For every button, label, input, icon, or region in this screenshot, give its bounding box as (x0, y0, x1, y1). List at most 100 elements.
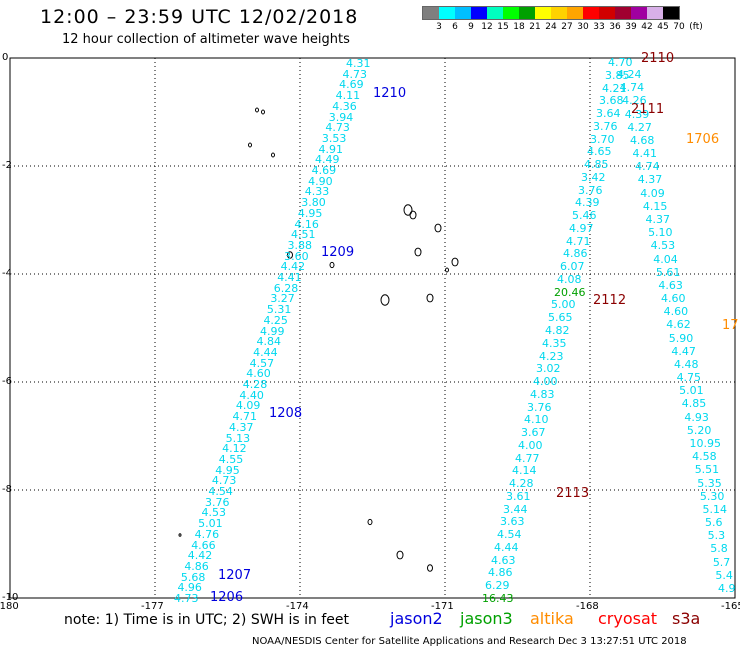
wave-height-value: 4.60 (246, 367, 271, 381)
scale-tick-label: 30 (577, 22, 589, 32)
wave-height-value: 4.37 (645, 212, 670, 226)
island-outline (178, 533, 182, 537)
scale-tick-label: 39 (625, 22, 637, 32)
color-scale-labels: 3 6 9 12 15 18 21 24 27 30 33 36 39 42 45 70 (ft) (422, 20, 703, 32)
island-outline (367, 518, 373, 526)
wave-height-value: 4.00 (518, 438, 543, 452)
pass-time-label: 2113 (556, 486, 590, 501)
wave-height-value: 4.86 (184, 559, 209, 573)
legend-jason2: jason2 (390, 609, 443, 628)
scale-color-box (455, 7, 471, 19)
lat-tick-label: -2 (2, 160, 12, 171)
island-outline (261, 109, 265, 115)
wave-height-value: 4.25 (263, 313, 288, 327)
wave-height-value: 5.51 (694, 463, 720, 477)
pass-time-label: 1209 (321, 245, 355, 260)
wave-height-value: 4.16 (294, 217, 319, 231)
scale-color-box (471, 7, 487, 19)
wave-height-value: 5.8 (710, 542, 728, 556)
wave-height-value: 3.76 (204, 495, 230, 509)
scale-color-box (535, 7, 551, 19)
scale-color-box (631, 7, 647, 19)
lon-tick-label: -180 (0, 601, 19, 612)
wave-height-value: 4.71 (566, 234, 591, 248)
wave-height-value: 5.7 (712, 555, 731, 569)
legend-s3a: s3a (672, 609, 701, 628)
lon-tick-label: -174 (286, 601, 309, 612)
wave-height-value: 3.80 (301, 196, 326, 210)
wave-height-value: 6.29 (485, 579, 510, 593)
wave-height-value: 16.43 (482, 592, 514, 605)
lat-tick-label: -10 (2, 592, 19, 603)
wave-height-value: 4.73 (211, 474, 237, 488)
scale-tick-label: 42 (641, 22, 653, 32)
island-outline (451, 257, 459, 267)
pass-time-label: 2110 (641, 51, 675, 66)
scale-tick-label: 21 (529, 22, 541, 32)
lon-tick-label: -168 (576, 601, 599, 612)
scale-tick-label: 18 (513, 22, 525, 32)
pass-time-label: 17 (722, 318, 739, 333)
wave-height-value: 5.30 (699, 489, 725, 503)
scale-color-box (519, 7, 535, 19)
island-outline (287, 251, 293, 259)
footer-note: note: 1) Time is in UTC; 2) SWH is in fe… (64, 612, 350, 628)
lon-tick-label: -171 (431, 601, 454, 612)
island-outline (445, 267, 449, 273)
wave-height-value: 5.14 (702, 502, 727, 516)
scale-color-box (663, 7, 679, 19)
wave-height-value: 4.55 (218, 452, 244, 466)
pass-time-label: 2112 (593, 293, 627, 308)
island-outline (329, 261, 335, 269)
island-outline (396, 550, 404, 560)
wave-height-value: 4.74 (619, 81, 645, 95)
wave-height-value: 4.36 (332, 99, 357, 113)
lon-tick-label: -165 (721, 601, 740, 612)
wave-height-value: 5.10 (648, 226, 673, 240)
wave-height-value: 4.00 (533, 375, 558, 389)
wave-height-value: 4.69 (339, 78, 364, 92)
wave-height-value: 4.54 (497, 528, 522, 542)
wave-height-value: 4.74 (635, 160, 660, 174)
lat-tick-label: -6 (2, 376, 12, 387)
wave-height-value: 20.46 (554, 285, 586, 299)
wave-height-value: 4.41 (277, 271, 302, 284)
wave-height-value: 4.65 (587, 145, 612, 159)
wave-height-value: 5.3 (707, 529, 726, 543)
scale-color-box (503, 7, 519, 19)
wave-height-value: 4.63 (658, 278, 683, 292)
wave-height-value: 4.15 (642, 199, 668, 213)
pass-time-label: 1706 (686, 132, 720, 147)
wave-height-value: 3.68 (599, 94, 624, 108)
lon-tick-label: -177 (141, 601, 164, 612)
wave-height-value: 4.99 (260, 324, 285, 338)
wave-height-value: 5.31 (266, 303, 292, 317)
wave-height-value: 3.63 (500, 515, 525, 529)
pass-time-label: 1208 (269, 406, 303, 421)
scale-color-box (567, 7, 583, 19)
wave-height-value: 3.85 (605, 68, 630, 82)
wave-height-value: 4.04 (653, 252, 678, 266)
gridlines (10, 58, 735, 598)
island-outline (409, 210, 417, 220)
wave-height-value: 4.12 (222, 442, 247, 456)
footer-credit: NOAA/NESDIS Center for Satellite Applica… (252, 636, 687, 647)
wave-height-value: 3.76 (578, 183, 603, 197)
map-subtitle: 12 hour collection of altimeter wave hei… (62, 32, 350, 47)
wave-height-value: 4.10 (524, 413, 549, 427)
scale-tick-label: 12 (481, 22, 493, 32)
wave-height-value: 4.42 (280, 260, 306, 274)
wave-height-value: 4.42 (187, 549, 213, 563)
pass-time-label: 1210 (373, 86, 407, 101)
scale-color-box (583, 7, 599, 19)
wave-height-value: 3.42 (581, 170, 606, 184)
wave-height-value: 5.01 (198, 517, 223, 531)
scale-color-box (551, 7, 567, 19)
wave-height-value: 4.73 (342, 67, 368, 81)
wave-height-value: 4.09 (235, 399, 261, 413)
scale-color-box (647, 7, 663, 19)
wave-height-value: 4.28 (509, 477, 534, 491)
wave-height-value: 3.88 (287, 238, 313, 252)
island-outline (380, 294, 390, 306)
